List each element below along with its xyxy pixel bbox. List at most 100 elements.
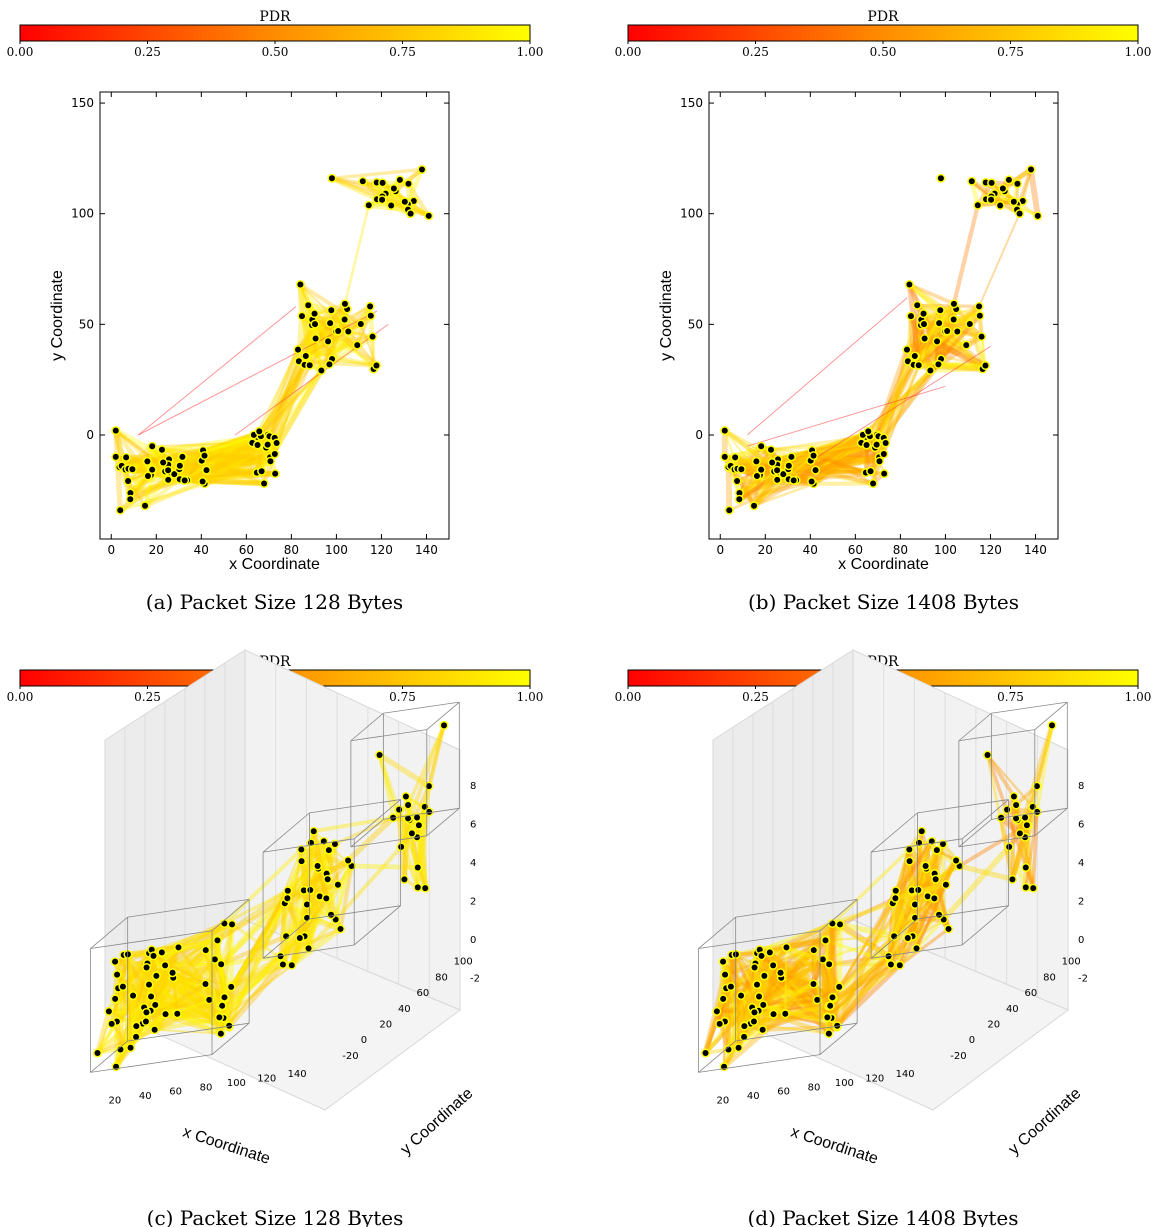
x-tick-label: 60 xyxy=(848,543,863,557)
link xyxy=(297,324,314,362)
panel-d: 20 40 60 80 100 120 140-20020406080100-202468x… xyxy=(698,649,1088,1227)
link xyxy=(718,976,783,1026)
node xyxy=(829,920,836,927)
node xyxy=(976,312,983,319)
link xyxy=(752,474,762,507)
link xyxy=(114,974,158,1001)
node xyxy=(149,466,156,473)
link xyxy=(736,995,744,1048)
y-tick-label: 100 xyxy=(680,207,703,221)
link xyxy=(717,985,734,1025)
link xyxy=(754,961,829,1019)
link xyxy=(170,433,255,475)
link xyxy=(813,436,884,457)
building-outline xyxy=(127,1022,250,1042)
node xyxy=(211,956,218,963)
x-tick-label: 40 xyxy=(194,543,209,557)
link xyxy=(838,897,897,988)
link xyxy=(305,859,350,919)
link xyxy=(787,433,864,482)
colorbar-tick-label: 0.00 xyxy=(615,45,642,59)
link xyxy=(810,459,871,473)
node xyxy=(790,477,797,484)
link xyxy=(217,954,283,1020)
link xyxy=(171,977,179,1014)
node xyxy=(425,783,432,790)
link xyxy=(768,921,834,955)
link xyxy=(1021,169,1033,202)
node xyxy=(305,302,312,309)
link xyxy=(132,994,220,1019)
building-outline xyxy=(262,918,310,959)
link xyxy=(95,1010,112,1054)
building-outline xyxy=(958,712,992,742)
link xyxy=(930,841,951,930)
link xyxy=(164,964,232,988)
node xyxy=(736,489,743,496)
link xyxy=(295,315,305,362)
node xyxy=(927,367,934,374)
link xyxy=(278,903,287,957)
link xyxy=(182,454,271,464)
link xyxy=(153,995,227,1033)
link xyxy=(265,355,309,446)
link xyxy=(173,452,276,477)
link xyxy=(928,341,939,371)
node xyxy=(298,846,305,853)
link xyxy=(921,338,934,372)
node xyxy=(1016,210,1023,217)
link xyxy=(161,439,253,453)
link xyxy=(780,957,824,975)
link xyxy=(785,936,826,951)
node xyxy=(774,467,781,474)
link xyxy=(729,986,740,1048)
panel-c: 20 40 60 80 100 120 140-20020406080100-202468x… xyxy=(90,649,480,1227)
x-tick-label: 120 xyxy=(257,1073,276,1084)
colorbar-label: PDR xyxy=(259,9,291,25)
link xyxy=(402,818,411,880)
link xyxy=(140,957,217,1026)
link xyxy=(399,846,420,888)
link xyxy=(329,318,348,360)
link xyxy=(722,950,758,964)
building-outline xyxy=(90,1040,128,1073)
colorbar-tick-label: 0.00 xyxy=(615,690,642,704)
link xyxy=(784,947,788,1014)
link xyxy=(108,1009,166,1016)
node xyxy=(759,1026,766,1033)
node xyxy=(1016,830,1023,837)
link xyxy=(788,449,813,467)
node xyxy=(162,1011,169,1018)
node xyxy=(829,994,836,1001)
node xyxy=(310,828,317,835)
link xyxy=(894,863,961,901)
node xyxy=(906,846,913,853)
link xyxy=(723,986,757,1024)
node xyxy=(337,925,344,932)
node xyxy=(288,962,295,969)
building-outline xyxy=(426,807,460,837)
node xyxy=(963,342,970,349)
edges xyxy=(720,164,1043,515)
link xyxy=(125,954,139,1027)
node xyxy=(913,945,920,952)
link xyxy=(733,952,760,987)
link xyxy=(738,994,757,1023)
node xyxy=(112,995,119,1002)
link xyxy=(334,865,353,920)
link xyxy=(381,194,410,212)
link xyxy=(183,441,278,483)
node xyxy=(206,996,213,1003)
link xyxy=(792,441,887,483)
link xyxy=(779,443,878,474)
link xyxy=(769,936,826,956)
node xyxy=(822,937,829,944)
link xyxy=(825,963,902,1019)
x-tick-label: 0 xyxy=(107,543,115,557)
link xyxy=(298,283,317,315)
link xyxy=(307,304,375,370)
link xyxy=(201,443,258,462)
y-tick-label: 100 xyxy=(1062,957,1081,968)
node xyxy=(906,281,913,288)
link xyxy=(795,440,887,483)
